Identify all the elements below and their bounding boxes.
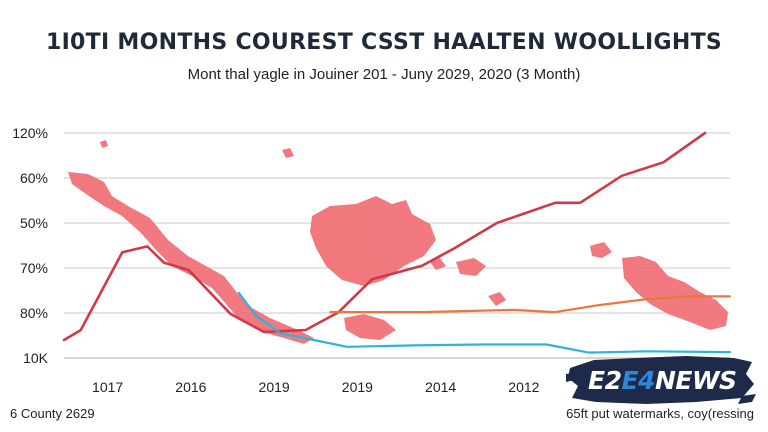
- watermark-prefix: E2: [588, 366, 622, 395]
- x-tick-label: 2016: [175, 379, 206, 395]
- x-tick-label: 2012: [508, 379, 539, 395]
- series-line-3: [237, 291, 732, 354]
- x-tick-label: 2019: [259, 379, 290, 395]
- footer-source-note: 6 County 2629: [10, 406, 95, 421]
- map-island-6: [282, 148, 294, 158]
- y-tick-label: 50%: [20, 215, 48, 231]
- watermark-accent: E4: [621, 366, 655, 395]
- map-island-5: [344, 314, 396, 340]
- watermark-logo: E2E4NEWS: [566, 354, 756, 406]
- map-island-7: [100, 140, 108, 148]
- watermark-suffix: NEWS: [654, 366, 737, 395]
- watermark-text: E2E4NEWS: [588, 366, 737, 395]
- y-tick-label: 70%: [20, 260, 48, 276]
- y-tick-label: 120%: [12, 125, 48, 141]
- y-tick-label: 60%: [20, 170, 48, 186]
- map-island-3: [488, 292, 506, 306]
- series-line-2: [329, 295, 732, 314]
- x-tick-label: 2019: [342, 379, 373, 395]
- map-island-1: [456, 258, 486, 276]
- map-background: [68, 140, 728, 344]
- x-tick-label: 2014: [425, 379, 456, 395]
- map-shape-east: [622, 256, 728, 330]
- map-island-4: [430, 258, 446, 270]
- x-tick-label: 1017: [92, 379, 123, 395]
- map-shape-west: [68, 172, 314, 344]
- map-shape-central: [310, 196, 436, 286]
- series-lines: [62, 131, 732, 354]
- chart-subtitle: Mont thal yagle in Jouiner 201 - Juny 20…: [187, 66, 581, 83]
- y-tick-label: 80%: [20, 305, 48, 321]
- map-island-2: [590, 242, 612, 258]
- y-axis-ticks: 120% 60% 50% 70% 80% 10K: [12, 125, 48, 366]
- footer-credit-note: 65ft put watermarks, coy(ressing: [566, 406, 754, 421]
- chart-title: 1I0TI MONTHS COUREST CSST HAALTEN WOOLLI…: [45, 30, 723, 55]
- y-tick-label: 10K: [23, 350, 49, 366]
- watermark-brush-shape: [566, 356, 756, 404]
